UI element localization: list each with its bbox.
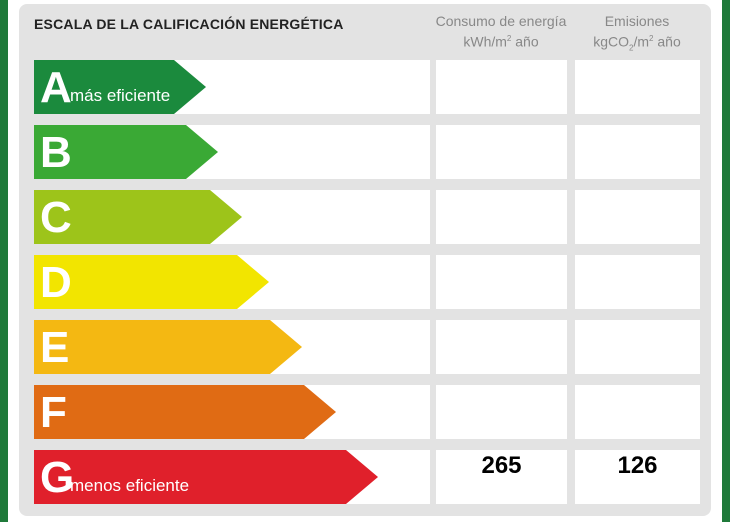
- emisiones-cell-g: 126: [575, 450, 700, 504]
- rating-row-c: C: [0, 190, 738, 244]
- rating-letter-c: C: [40, 193, 72, 242]
- rating-row-g: G menos eficiente 265 126: [0, 450, 738, 504]
- rating-row-a: A más eficiente: [0, 60, 738, 114]
- emisiones-cell-e: [575, 320, 700, 374]
- rating-arrow-d: [34, 255, 269, 309]
- consumo-header: Consumo de energía kWh/m2 año: [434, 12, 568, 51]
- frame-right-border: [722, 0, 730, 522]
- consumo-cell-a: [436, 60, 567, 114]
- consumo-cell-e: [436, 320, 567, 374]
- consumo-header-label: Consumo de energía: [435, 13, 567, 29]
- rating-letter-a: A: [40, 63, 72, 112]
- consumo-cell-f: [436, 385, 567, 439]
- rating-row-d: D: [0, 255, 738, 309]
- emisiones-value: 126: [617, 452, 658, 479]
- rating-arrow-a: [34, 60, 206, 114]
- rating-arrow-b: [34, 125, 218, 179]
- emisiones-cell-b: [575, 125, 700, 179]
- emisiones-header: Emisiones kgCO2/m2 año: [572, 12, 702, 57]
- rating-letter-d: D: [40, 258, 72, 307]
- emisiones-header-unit: kgCO2/m2 año: [593, 33, 681, 53]
- rating-letter-e: E: [40, 323, 70, 372]
- rating-sublabel-g: menos eficiente: [70, 476, 190, 495]
- rating-letter-f: F: [40, 388, 67, 437]
- consumo-header-unit: kWh/m2 año: [463, 33, 539, 50]
- emisiones-cell-a: [575, 60, 700, 114]
- consumo-cell-g: 265: [436, 450, 567, 504]
- emisiones-cell-d: [575, 255, 700, 309]
- emisiones-cell-f: [575, 385, 700, 439]
- rating-arrow-e: [34, 320, 302, 374]
- rating-arrow-c: [34, 190, 242, 244]
- frame-left-border: [0, 0, 8, 522]
- rating-letter-g: G: [40, 453, 75, 502]
- rating-sublabel-a: más eficiente: [70, 86, 171, 105]
- consumo-cell-d: [436, 255, 567, 309]
- rating-row-b: B: [0, 125, 738, 179]
- rating-arrow-f: [34, 385, 336, 439]
- rating-letter-b: B: [40, 128, 72, 177]
- consumo-cell-b: [436, 125, 567, 179]
- rating-arrow-g: [34, 450, 378, 504]
- rating-row-e: E: [0, 320, 738, 374]
- rating-row-f: F: [0, 385, 738, 439]
- consumo-cell-c: [436, 190, 567, 244]
- consumo-value: 265: [481, 452, 522, 479]
- scale-title: ESCALA DE LA CALIFICACIÓN ENERGÉTICA: [34, 16, 344, 32]
- emisiones-cell-c: [575, 190, 700, 244]
- emisiones-header-label: Emisiones: [604, 13, 670, 29]
